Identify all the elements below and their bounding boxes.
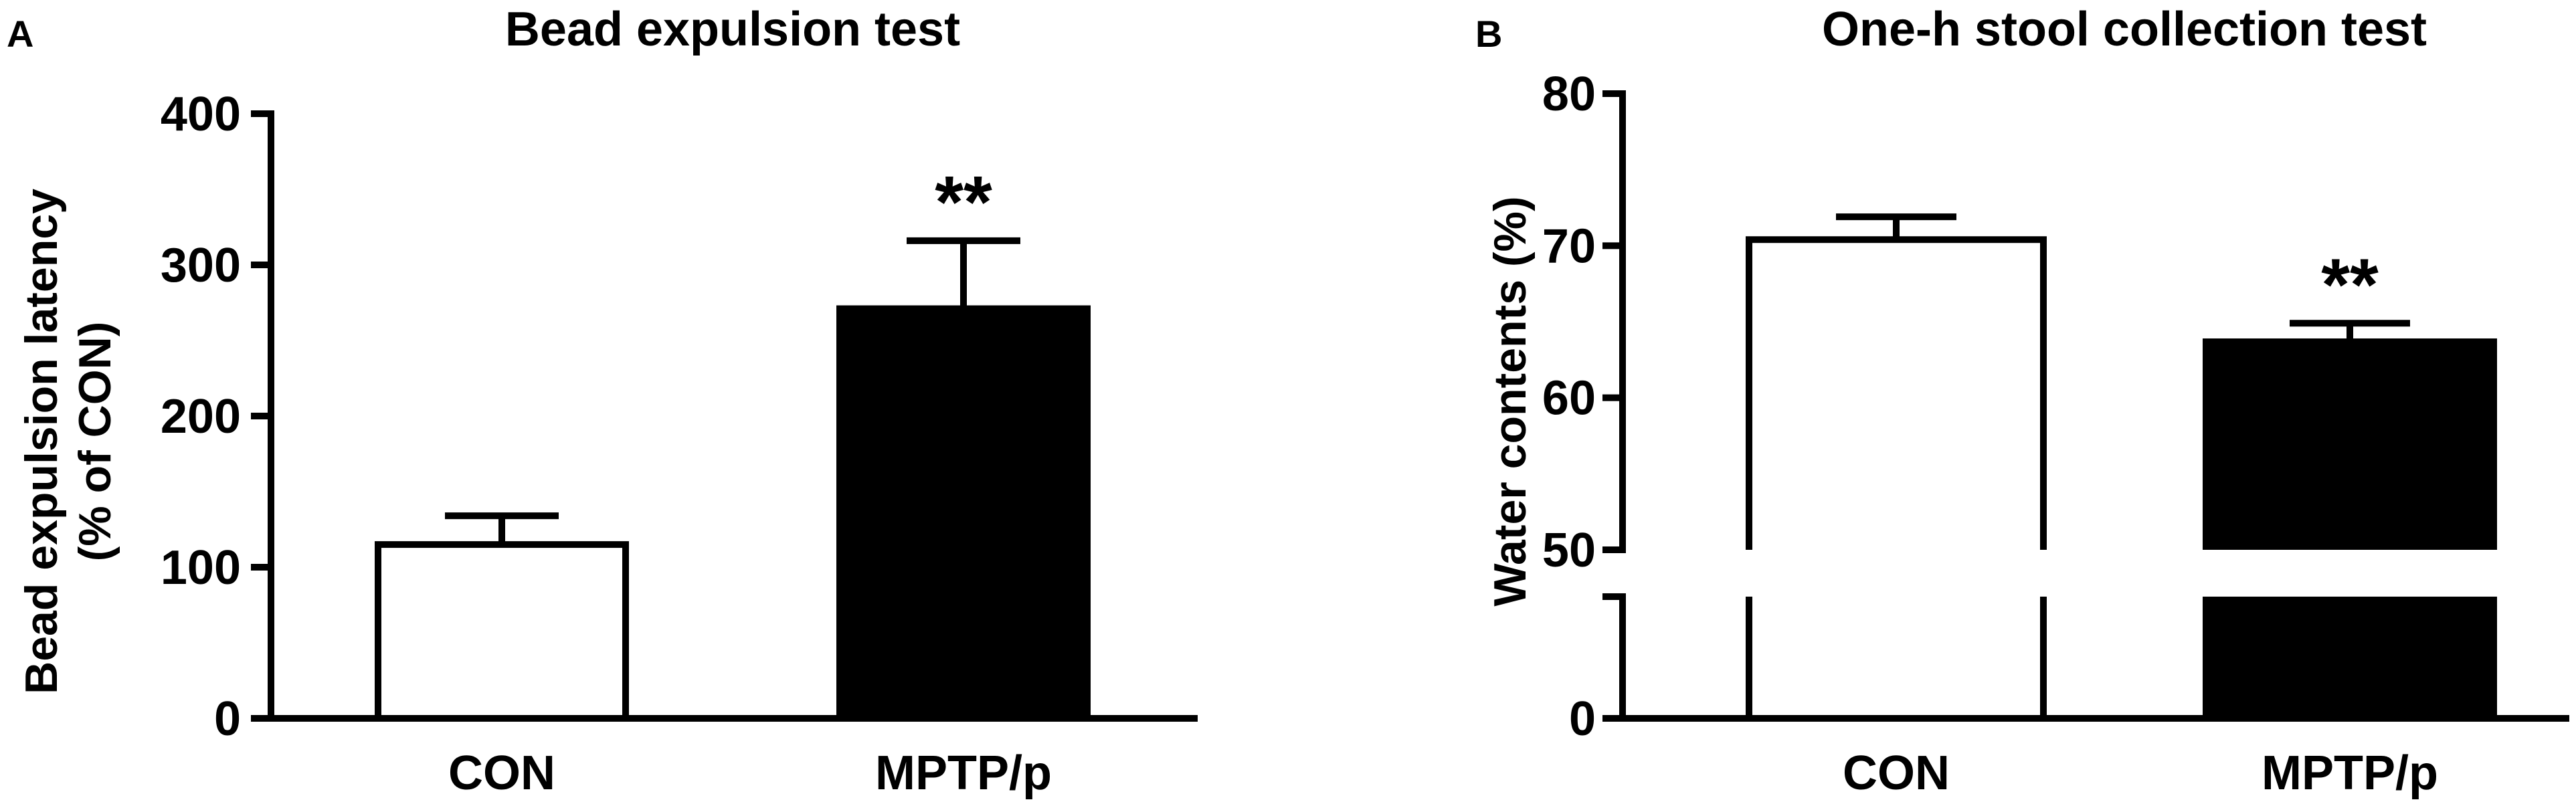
panel-a-y-tick-label: 0 bbox=[214, 692, 241, 746]
panel-b-y-tick-label: 80 bbox=[1542, 68, 1596, 121]
panel-b-y-tick-label: 70 bbox=[1542, 219, 1596, 273]
panel-b-y-tick-label: 60 bbox=[1542, 372, 1596, 425]
panel-b-bar-mptp-lower bbox=[2203, 597, 2497, 718]
panel-a-significance: ** bbox=[935, 161, 992, 243]
panel-a-significance-marker: ** bbox=[935, 161, 992, 243]
panel-a-x-label-mptp: MPTP/p bbox=[875, 746, 1052, 800]
panel-b-stool-collection: B One-h stool collection test Water cont… bbox=[1475, 3, 2569, 800]
panel-b-significance: ** bbox=[2321, 243, 2379, 326]
panel-b-y-tick-label: 0 bbox=[1569, 692, 1596, 746]
panel-b-error-bars bbox=[1836, 213, 2410, 339]
panel-a-ylabel: Bead expulsion latency (% of CON) bbox=[16, 189, 120, 694]
panel-b-ylabel: Water contents (%) bbox=[1485, 196, 1536, 606]
panel-a-bar-con bbox=[375, 541, 629, 722]
panel-b-bar-mptp-upper bbox=[2203, 338, 2497, 550]
panel-a-x-tick-labels: CON MPTP/p bbox=[448, 746, 1052, 800]
panel-b-ylabel-line1: Water contents (%) bbox=[1485, 196, 1536, 606]
panel-b-title: One-h stool collection test bbox=[1822, 3, 2427, 56]
panel-a-label: A bbox=[7, 13, 33, 55]
panel-a-y-tick-label: 200 bbox=[161, 390, 241, 443]
panel-b-x-label-mptp: MPTP/p bbox=[2262, 746, 2438, 800]
panel-a-ylabel-line2: (% of CON) bbox=[70, 322, 120, 562]
panel-b-significance-marker: ** bbox=[2321, 243, 2379, 326]
panel-b-label: B bbox=[1475, 13, 1502, 55]
panel-a-y-tick-label: 300 bbox=[161, 239, 241, 292]
panel-a-bar-mptp bbox=[836, 305, 1091, 722]
panel-b-x-tick-labels: CON MPTP/p bbox=[1843, 746, 2438, 800]
panel-b-bars bbox=[1746, 236, 2497, 718]
panel-a-x-label-con: CON bbox=[448, 746, 555, 800]
panel-a-title: Bead expulsion test bbox=[505, 3, 960, 56]
panel-a-y-tick-label: 100 bbox=[161, 541, 241, 595]
panel-b-y-axis: 0 50 60 70 80 bbox=[1542, 68, 1626, 746]
panel-b-bar-con-upper bbox=[1746, 236, 2047, 550]
panel-a-y-axis: 0 100 200 300 400 bbox=[161, 88, 274, 746]
panel-b-x-label-con: CON bbox=[1843, 746, 1950, 800]
panel-a-error-bars bbox=[445, 237, 1020, 545]
panel-a-bead-expulsion: A Bead expulsion test Bead expulsion lat… bbox=[7, 3, 1198, 800]
panel-a-y-tick-label: 400 bbox=[161, 88, 241, 141]
panel-b-y-tick-label: 50 bbox=[1542, 524, 1596, 577]
panel-a-ylabel-line1: Bead expulsion latency bbox=[16, 189, 67, 694]
